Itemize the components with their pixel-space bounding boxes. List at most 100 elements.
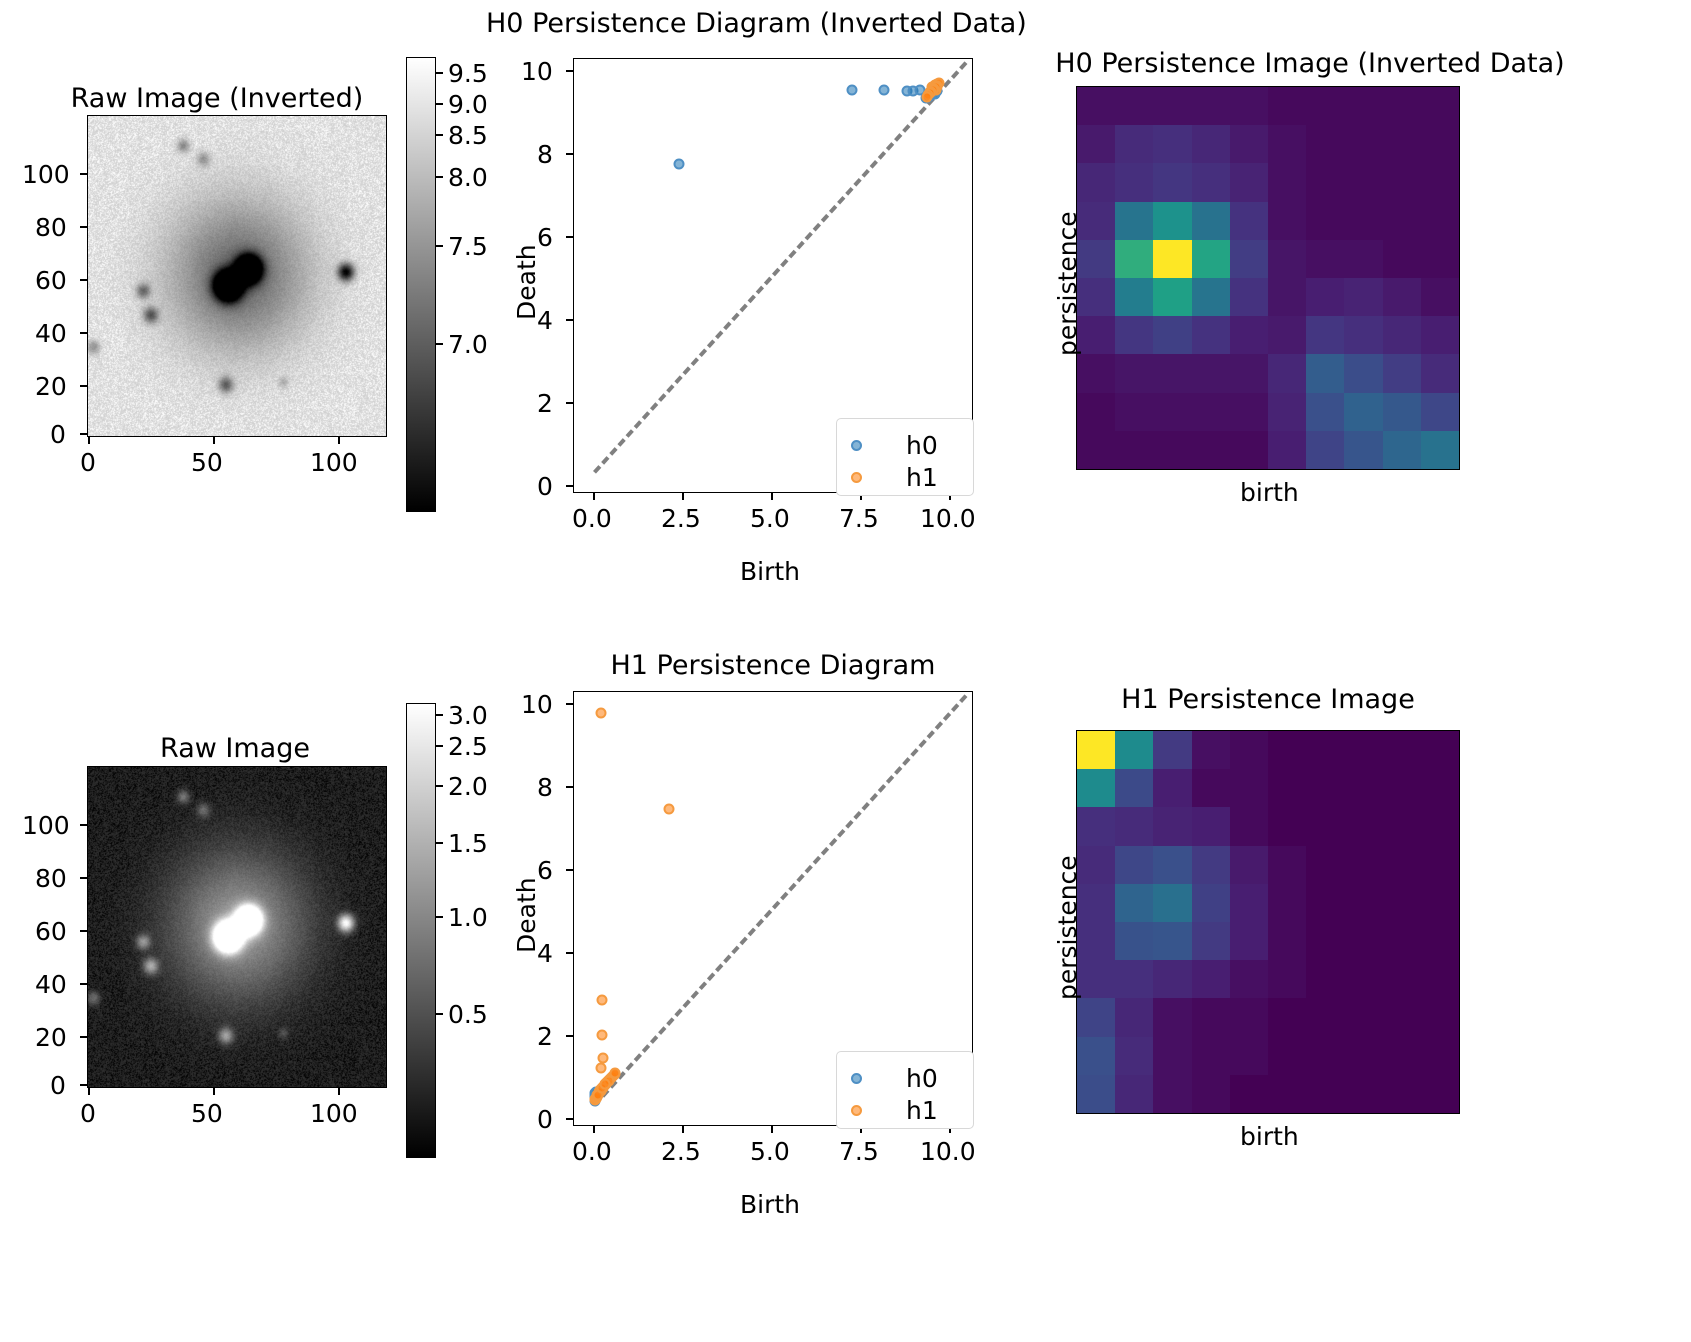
ytick-mark	[80, 1036, 87, 1038]
heatmap-cell	[1306, 845, 1345, 884]
legend-entry-h0[interactable]: h0	[851, 431, 938, 460]
xtick-mark	[860, 1126, 862, 1133]
xtick-label: 10.0	[920, 1137, 976, 1166]
h1-persistence-heatmap[interactable]	[1076, 730, 1460, 1114]
cbar-tick-label: 8.5	[448, 121, 488, 150]
ytick-mark	[566, 319, 573, 321]
scatter-point-h0	[673, 158, 685, 170]
xtick-mark	[682, 493, 684, 500]
cbar-tick	[436, 714, 443, 716]
heatmap-cell	[1115, 392, 1154, 431]
h0-persistence-heatmap[interactable]	[1076, 86, 1460, 470]
heatmap-cell	[1420, 278, 1459, 317]
h1-legend[interactable]: h0 h1	[836, 1051, 974, 1129]
xtick-mark	[213, 437, 215, 444]
heatmap-cell	[1229, 87, 1268, 126]
h0-image-ylabel: persistence	[1053, 211, 1082, 356]
raw-image-inverted	[87, 115, 387, 437]
heatmap-cell	[1115, 998, 1154, 1037]
h1-image-ylabel: persistence	[1053, 855, 1082, 1000]
heatmap-cell	[1153, 201, 1192, 240]
heatmap-cell	[1420, 1036, 1459, 1075]
legend-marker-h0-icon	[851, 1073, 862, 1084]
heatmap-cell	[1115, 278, 1154, 317]
legend-label-h0: h0	[906, 431, 938, 460]
heatmap-cell	[1306, 278, 1345, 317]
heatmap-cell	[1115, 960, 1154, 999]
cbar-tick-label: 7.5	[448, 232, 488, 261]
raw-inverted-title: Raw Image (Inverted)	[70, 83, 364, 114]
heatmap-cell	[1306, 392, 1345, 431]
ytick-mark	[80, 173, 87, 175]
heatmap-cell	[1344, 731, 1383, 770]
heatmap-cell	[1077, 845, 1116, 884]
heatmap-cell	[1268, 316, 1307, 355]
h0-legend[interactable]: h0 h1	[836, 418, 974, 496]
heatmap-cell	[1191, 430, 1230, 469]
legend-entry-h1[interactable]: h1	[851, 1096, 938, 1125]
heatmap-cell	[1306, 430, 1345, 469]
heatmap-cell	[1153, 392, 1192, 431]
heatmap-cell	[1229, 392, 1268, 431]
cbar-tick-label: 9.5	[448, 59, 488, 88]
heatmap-cell	[1268, 845, 1307, 884]
heatmap-cell	[1229, 316, 1268, 355]
heatmap-cell	[1344, 769, 1383, 808]
scatter-point-h1	[596, 1029, 608, 1041]
heatmap-cell	[1115, 87, 1154, 126]
heatmap-cell	[1077, 1036, 1116, 1075]
ytick-mark	[80, 433, 87, 435]
heatmap-cell	[1153, 960, 1192, 999]
heatmap-cell	[1420, 731, 1459, 770]
xtick-label: 50	[191, 1099, 223, 1128]
heatmap-cell	[1382, 430, 1421, 469]
legend-entry-h1[interactable]: h1	[851, 463, 938, 492]
heatmap-cell	[1420, 807, 1459, 846]
heatmap-cell	[1306, 922, 1345, 961]
heatmap-cell	[1191, 316, 1230, 355]
heatmap-cell	[1420, 998, 1459, 1037]
heatmap-cell	[1268, 1074, 1307, 1113]
cbar-tick-label: 8.0	[448, 163, 488, 192]
heatmap-cell	[1344, 316, 1383, 355]
xtick-label: 7.5	[839, 504, 879, 533]
heatmap-cell	[1229, 960, 1268, 999]
heatmap-cell	[1115, 769, 1154, 808]
cbar-tick-label: 1.5	[448, 829, 488, 858]
heatmap-cell	[1229, 731, 1268, 770]
heatmap-cell	[1344, 278, 1383, 317]
ytick-mark	[566, 1118, 573, 1120]
heatmap-cell	[1077, 998, 1116, 1037]
h0-image-title: H0 Persistence Image (Inverted Data)	[1055, 48, 1565, 79]
xtick-label: 5.0	[750, 1137, 790, 1166]
ytick-label: 8	[537, 140, 553, 169]
cbar-tick	[436, 245, 443, 247]
heatmap-cell	[1115, 239, 1154, 278]
heatmap-cell	[1420, 1074, 1459, 1113]
ytick-label: 100	[22, 160, 70, 189]
legend-marker-h0-icon	[851, 440, 862, 451]
ytick-label: 2	[537, 389, 553, 418]
ytick-label: 60	[35, 266, 67, 295]
scatter-point-h1	[609, 1067, 621, 1079]
heatmap-cell	[1382, 922, 1421, 961]
raw-image-canvas	[88, 767, 386, 1087]
legend-marker-h1-icon	[851, 1105, 862, 1116]
cbar-tick-label: 2.0	[448, 772, 488, 801]
heatmap-cell	[1229, 769, 1268, 808]
heatmap-cell	[1344, 807, 1383, 846]
xtick-mark	[593, 493, 595, 500]
legend-label-h1: h1	[906, 1096, 938, 1125]
heatmap-cell	[1115, 845, 1154, 884]
legend-entry-h0[interactable]: h0	[851, 1064, 938, 1093]
heatmap-cell	[1115, 807, 1154, 846]
cbar-tick	[436, 72, 443, 74]
heatmap-cell	[1229, 125, 1268, 164]
cbar-tick-label: 2.5	[448, 732, 488, 761]
h1-diagram-title: H1 Persistence Diagram	[610, 650, 936, 681]
heatmap-cell	[1382, 239, 1421, 278]
xtick-label: 50	[191, 448, 223, 477]
colorbar-raw-inverted	[406, 57, 436, 512]
ytick-label: 8	[537, 773, 553, 802]
ytick-mark	[80, 1084, 87, 1086]
